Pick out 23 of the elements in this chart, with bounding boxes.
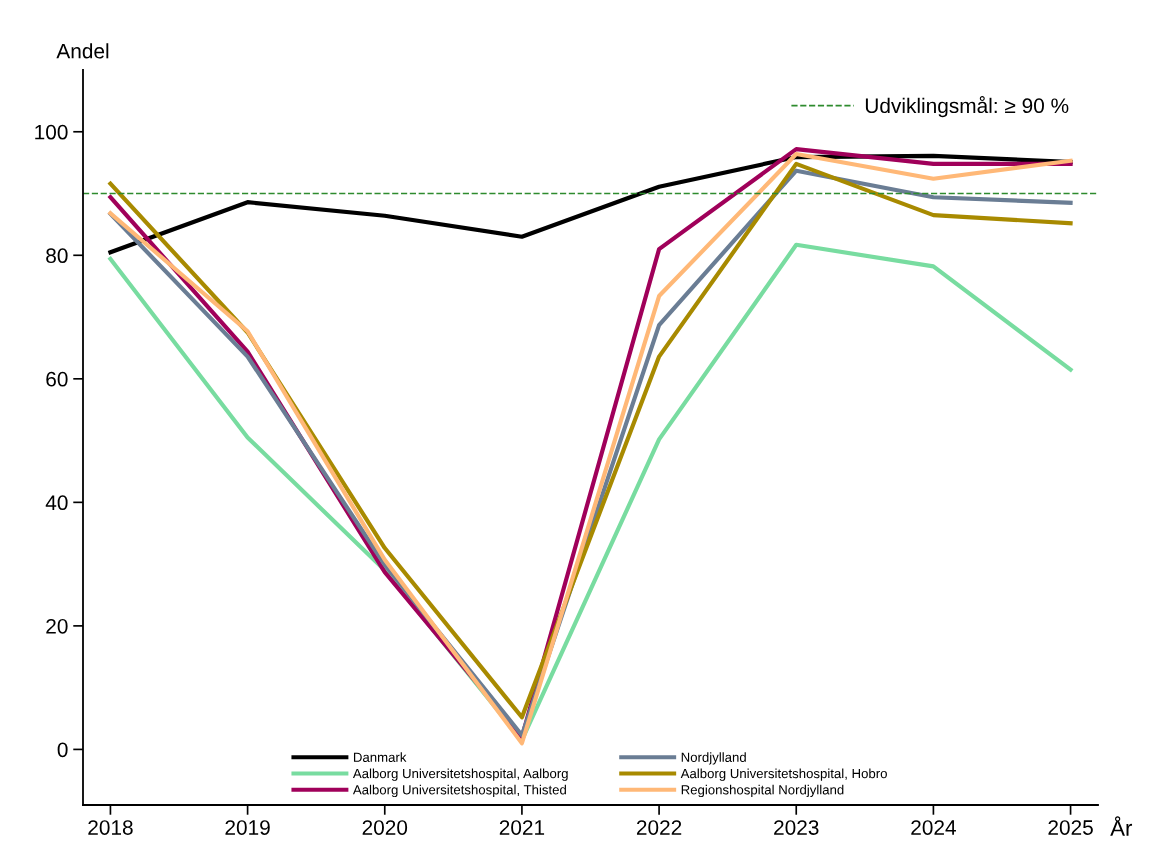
legend-label: Aalborg Universitetshospital, Thisted (352, 784, 566, 798)
y-tick-label: 20 (46, 618, 68, 634)
legend-label: Regionshospital Nordjylland (681, 784, 844, 798)
y-tick-label: 0 (57, 742, 68, 758)
x-tick-label: 2021 (499, 820, 545, 835)
x-tick-label: 2025 (1048, 820, 1093, 835)
y-tick-label: 100 (35, 124, 68, 140)
x-tick-label: 2019 (225, 820, 270, 835)
x-tick-label: 2020 (362, 820, 408, 835)
legend-label: Nordjylland (681, 752, 746, 765)
legend-label: Aalborg Universitetshospital, Hobro (680, 768, 887, 781)
legend-label: Udviklingsmål: ≥ 90 % (865, 96, 1069, 118)
y-axis-title: Andel (56, 43, 109, 59)
legend-label: Aalborg Universitetshospital, Aalborg (352, 768, 568, 781)
x-tick-label: 2022 (636, 820, 682, 835)
x-tick-label: 2018 (88, 820, 133, 835)
x-axis-title: År (1110, 816, 1133, 836)
legend-label: Danmark (353, 752, 407, 762)
x-tick-label: 2023 (774, 820, 819, 835)
y-tick-label: 60 (46, 371, 68, 387)
x-tick-label: 2024 (911, 820, 956, 835)
y-tick-label: 40 (45, 495, 68, 511)
y-tick-label: 80 (46, 248, 68, 264)
